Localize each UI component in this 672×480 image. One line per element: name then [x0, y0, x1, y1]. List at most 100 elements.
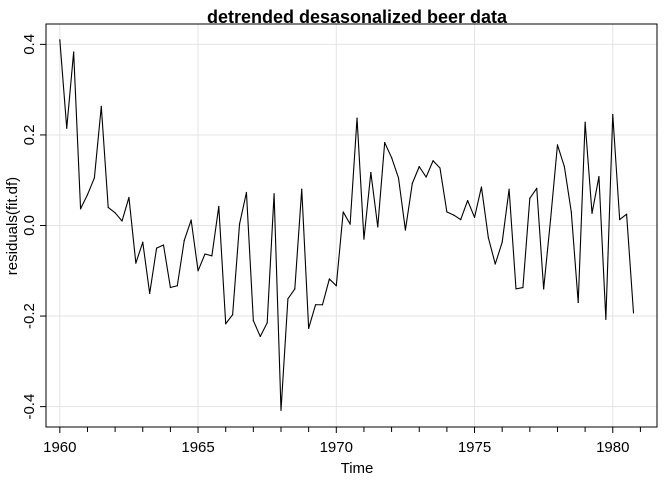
residuals-series-line [59, 39, 635, 411]
data-point [79, 208, 82, 210]
data-point [328, 278, 330, 280]
data-point [446, 211, 448, 213]
data-point [591, 212, 593, 214]
data-point [612, 113, 614, 116]
data-point [155, 247, 158, 249]
y-axis-label: residuals(fit.df) [4, 177, 21, 275]
y-tick-label: 0.0 [21, 215, 38, 236]
data-point [605, 318, 607, 320]
data-point [225, 323, 227, 325]
data-point [121, 220, 123, 222]
data-point [501, 241, 503, 243]
data-point [632, 312, 635, 314]
x-tick-label: 1960 [43, 439, 76, 456]
data-point [494, 263, 496, 265]
data-point [363, 238, 365, 240]
data-point [543, 288, 545, 290]
y-tick-label: -0.2 [21, 303, 38, 329]
data-point [273, 193, 275, 195]
data-point [86, 194, 89, 196]
data-points [59, 39, 635, 411]
data-point [73, 51, 75, 53]
data-point [308, 327, 310, 329]
x-tick-label: 1965 [181, 439, 214, 456]
data-point [135, 262, 137, 264]
data-point [294, 288, 296, 290]
y-tick-label: -0.4 [21, 394, 38, 420]
data-point [570, 211, 572, 213]
data-point [93, 177, 95, 179]
x-tick-label: 1970 [320, 439, 353, 456]
data-point [59, 39, 61, 41]
data-point [301, 188, 303, 190]
data-point [619, 219, 621, 221]
data-point [266, 322, 268, 324]
data-point [252, 319, 254, 322]
data-point [515, 288, 517, 290]
data-point [536, 187, 538, 189]
data-point [169, 286, 172, 289]
data-point [245, 191, 248, 194]
data-point [522, 286, 524, 289]
data-point [439, 167, 441, 169]
data-point [487, 237, 489, 239]
data-point [577, 301, 579, 304]
data-point [473, 216, 476, 218]
data-point [370, 171, 372, 174]
tick-labels: 1960 1965 1970 1975 1980 -0.4 -0.2 0.0 0.2 0.4 [21, 34, 629, 456]
y-tick-label: 0.2 [21, 125, 38, 146]
data-point [418, 166, 420, 168]
data-point [467, 200, 469, 202]
data-point [404, 229, 407, 231]
data-point [556, 144, 559, 146]
data-point [377, 226, 379, 228]
axis-ticks [40, 43, 641, 433]
data-point [280, 409, 282, 411]
data-point [321, 304, 324, 306]
x-tick-label: 1975 [458, 439, 491, 456]
data-point [190, 219, 192, 221]
data-point [211, 255, 213, 257]
data-point [349, 223, 351, 225]
data-point [390, 156, 393, 159]
data-point [162, 244, 165, 246]
data-point [356, 117, 358, 119]
data-point [397, 177, 400, 179]
x-axis-label: Time [341, 460, 374, 477]
grid [46, 24, 657, 427]
data-point [480, 186, 483, 188]
data-point [197, 270, 199, 272]
data-point [563, 166, 565, 168]
data-point [625, 213, 628, 215]
data-point [425, 176, 427, 178]
data-point [411, 182, 413, 184]
data-point [176, 285, 178, 287]
data-point [342, 211, 344, 213]
data-point [584, 121, 586, 123]
data-point [204, 253, 206, 255]
data-point [453, 214, 455, 216]
data-point [314, 304, 317, 306]
data-point [128, 196, 130, 199]
data-point [432, 160, 434, 162]
data-point [107, 206, 109, 208]
data-point [508, 188, 510, 190]
data-point [218, 205, 220, 208]
x-tick-label: 1980 [596, 439, 629, 456]
data-point [335, 285, 337, 287]
data-point [529, 197, 531, 199]
y-tick-label: 0.4 [21, 34, 38, 55]
data-point [142, 241, 144, 243]
data-point [384, 142, 386, 144]
data-point [114, 212, 116, 214]
data-point [549, 219, 552, 221]
data-point [66, 127, 68, 129]
data-point [238, 223, 241, 225]
data-point [598, 176, 600, 178]
data-point [232, 314, 234, 316]
data-point [100, 105, 102, 108]
data-point [149, 292, 151, 295]
chart-title: detrended desasonalized beer data [207, 7, 508, 27]
data-point [460, 219, 462, 221]
